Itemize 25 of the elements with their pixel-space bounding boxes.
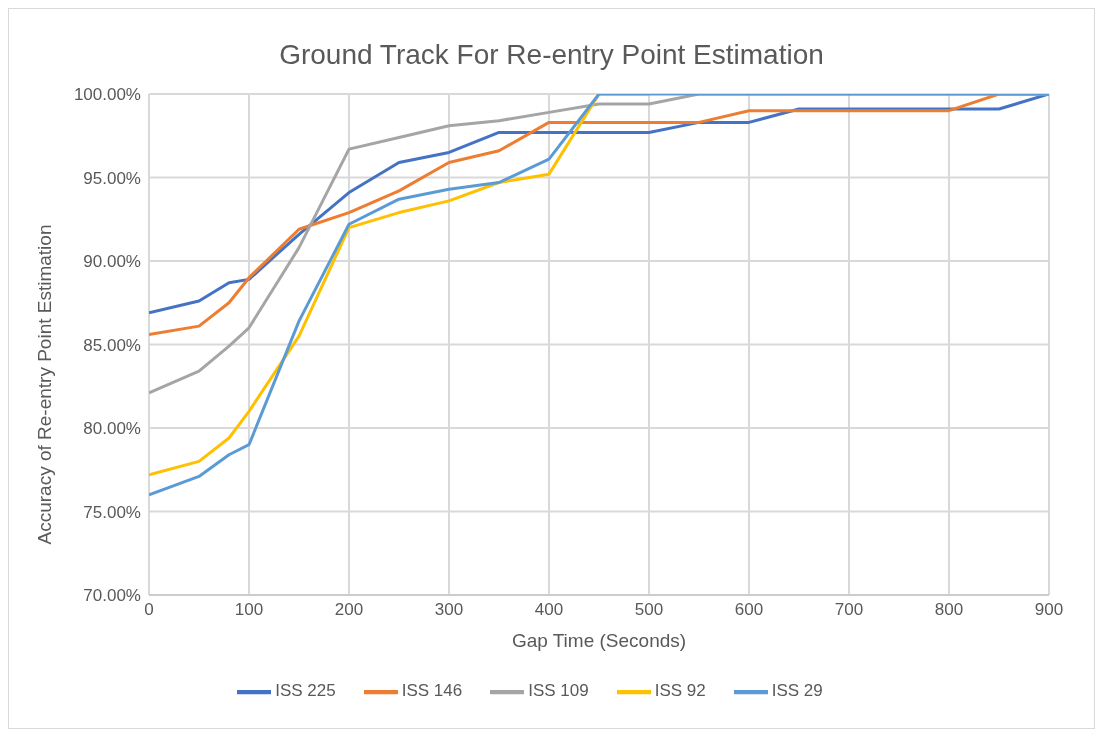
x-tick-label: 100 bbox=[234, 600, 264, 620]
x-tick-label: 900 bbox=[1034, 600, 1064, 620]
legend-label: ISS 109 bbox=[528, 681, 589, 701]
y-tick-label: 70.00% bbox=[83, 586, 141, 606]
y-tick-label: 85.00% bbox=[83, 335, 141, 355]
x-axis-title: Gap Time (Seconds) bbox=[511, 630, 687, 651]
y-axis-title: Accuracy of Re-entry Point Estimation bbox=[33, 224, 55, 545]
x-tick-label: 500 bbox=[634, 600, 664, 620]
y-tick-label: 75.00% bbox=[83, 502, 141, 522]
legend-label: ISS 225 bbox=[275, 681, 336, 701]
x-tick-label: 700 bbox=[834, 600, 864, 620]
x-tick-label: 600 bbox=[734, 600, 764, 620]
legend-label: ISS 146 bbox=[401, 681, 463, 701]
x-tick-label: 200 bbox=[334, 600, 364, 620]
legend-label: ISS 92 bbox=[654, 681, 706, 701]
chart-title: Ground Track For Re-entry Point Estimation bbox=[278, 39, 825, 72]
x-tick-label: 400 bbox=[534, 600, 564, 620]
x-tick-label: 800 bbox=[934, 600, 964, 620]
y-tick-label: 100.00% bbox=[73, 85, 141, 105]
y-tick-label: 95.00% bbox=[83, 168, 141, 188]
y-tick-label: 90.00% bbox=[83, 252, 141, 272]
x-tick-label: 0 bbox=[144, 600, 154, 620]
y-tick-label: 80.00% bbox=[83, 419, 141, 439]
legend-label: ISS 29 bbox=[771, 681, 823, 701]
x-tick-label: 300 bbox=[434, 600, 464, 620]
